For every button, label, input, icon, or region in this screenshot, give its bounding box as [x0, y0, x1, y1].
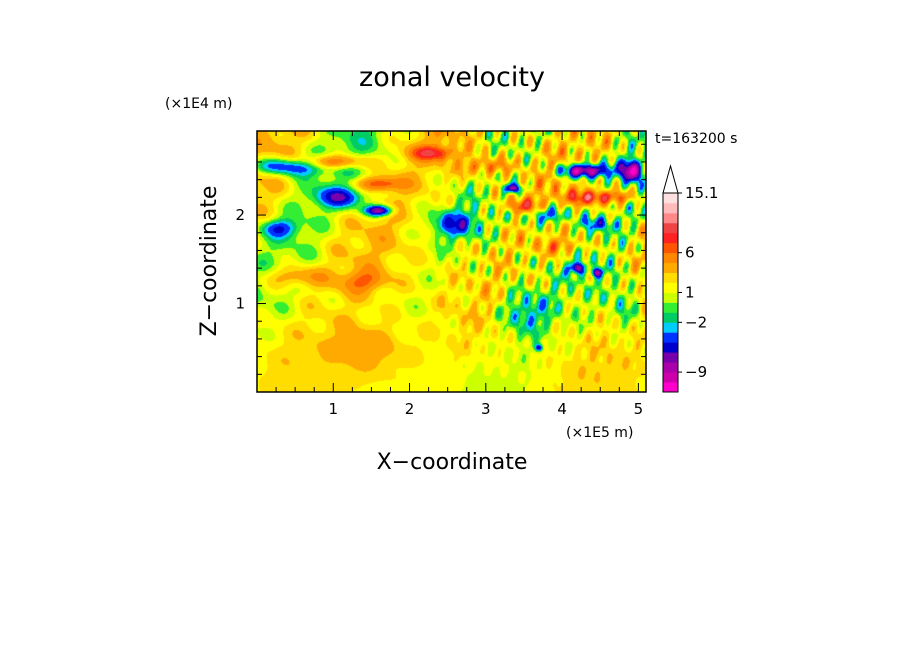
- colorbar: 15.1 6 1 −2 −9: [662, 164, 718, 393]
- colorbar-label: −9: [685, 363, 707, 381]
- y-scale-label: (×1E4 m): [165, 96, 232, 112]
- colorbar-swatch: [663, 332, 678, 343]
- colorbar-swatch: [663, 262, 678, 273]
- colorbar-swatch: [663, 282, 678, 293]
- colorbar-swatch: [663, 292, 678, 303]
- y-axis-ticks: 12: [235, 143, 646, 375]
- x-tick-label: 2: [405, 400, 415, 418]
- colorbar-swatch: [663, 242, 678, 254]
- colorbar-swatch: [663, 312, 678, 323]
- colorbar-swatch: [663, 322, 678, 333]
- x-tick-label: 1: [329, 400, 339, 418]
- colorbar-swatch: [663, 252, 678, 264]
- colorbar-swatch: [663, 212, 678, 224]
- plot-frame: [256, 130, 647, 393]
- time-label: t=163200 s: [655, 131, 737, 147]
- colorbar-label: 6: [685, 244, 695, 262]
- x-axis-label: X−coordinate: [377, 450, 528, 475]
- colorbar-label: 15.1: [685, 184, 718, 202]
- colorbar-swatch: [663, 272, 678, 283]
- colorbar-swatch: [663, 222, 678, 234]
- colorbar-swatch: [663, 372, 678, 383]
- y-axis-label: Z−coordinate: [197, 186, 222, 337]
- x-tick-label: 3: [481, 400, 491, 418]
- y-tick-label: 2: [235, 206, 245, 224]
- velocity-contour-field: [257, 131, 646, 392]
- colorbar-swatch: [663, 302, 678, 313]
- colorbar-extend-arrow: [662, 164, 679, 194]
- x-scale-label: (×1E5 m): [566, 425, 633, 441]
- y-tick-label: 1: [235, 295, 245, 313]
- colorbar-label: 1: [685, 284, 695, 302]
- colorbar-swatch: [663, 193, 678, 204]
- colorbar-swatch: [663, 382, 678, 393]
- colorbar-swatch: [663, 232, 678, 244]
- x-tick-label: 4: [557, 400, 567, 418]
- x-tick-label: 5: [634, 400, 644, 418]
- colorbar-swatch: [663, 202, 678, 214]
- colorbar-swatch: [663, 342, 678, 353]
- x-axis-ticks: 1 2 3 4 5: [275, 131, 644, 418]
- colorbar-swatch: [663, 362, 678, 373]
- colorbar-swatch: [663, 352, 678, 363]
- colorbar-label: −2: [685, 313, 707, 331]
- chart-title: zonal velocity: [359, 62, 545, 93]
